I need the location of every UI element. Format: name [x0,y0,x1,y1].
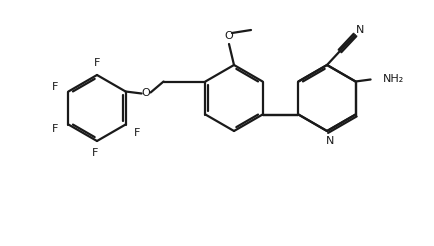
Text: O: O [141,89,150,98]
Text: F: F [92,148,98,158]
Text: N: N [325,136,333,146]
Text: F: F [94,58,100,68]
Text: F: F [52,81,59,92]
Text: N: N [355,25,363,35]
Text: F: F [133,127,139,138]
Text: O: O [224,31,233,41]
Text: F: F [52,124,59,135]
Text: NH₂: NH₂ [381,75,403,84]
